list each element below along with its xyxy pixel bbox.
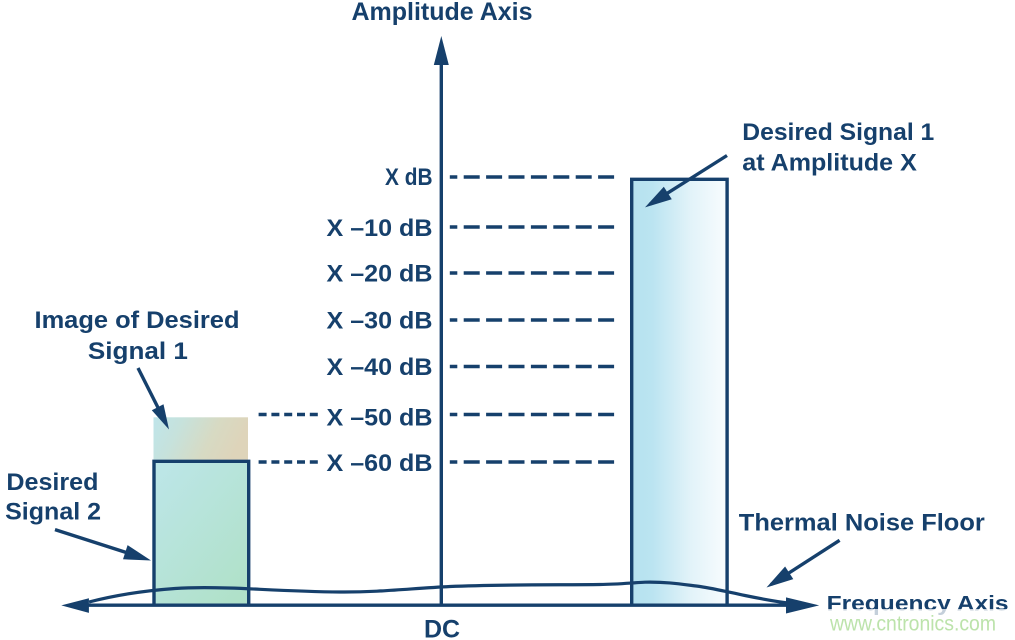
svg-text:www.cntronics.com: www.cntronics.com (829, 613, 996, 636)
svg-text:DC: DC (424, 616, 460, 640)
svg-text:X –50 dB: X –50 dB (327, 405, 433, 432)
svg-text:Signal 1: Signal 1 (88, 338, 188, 365)
svg-text:Image of Desired: Image of Desired (35, 307, 240, 334)
svg-text:at Amplitude X: at Amplitude X (742, 149, 917, 176)
svg-text:X –40 dB: X –40 dB (327, 354, 433, 381)
svg-text:X –10 dB: X –10 dB (327, 215, 433, 242)
svg-text:Desired Signal 1: Desired Signal 1 (742, 119, 934, 146)
svg-text:Desired: Desired (6, 469, 98, 496)
svg-text:Amplitude Axis: Amplitude Axis (351, 0, 532, 26)
svg-text:X dB: X dB (385, 164, 433, 191)
svg-text:X –30 dB: X –30 dB (327, 308, 433, 335)
svg-text:X –60 dB: X –60 dB (327, 450, 433, 477)
svg-text:X –20 dB: X –20 dB (327, 261, 433, 288)
svg-text:Signal 2: Signal 2 (5, 498, 101, 525)
svg-text:Thermal Noise Floor: Thermal Noise Floor (739, 510, 985, 537)
